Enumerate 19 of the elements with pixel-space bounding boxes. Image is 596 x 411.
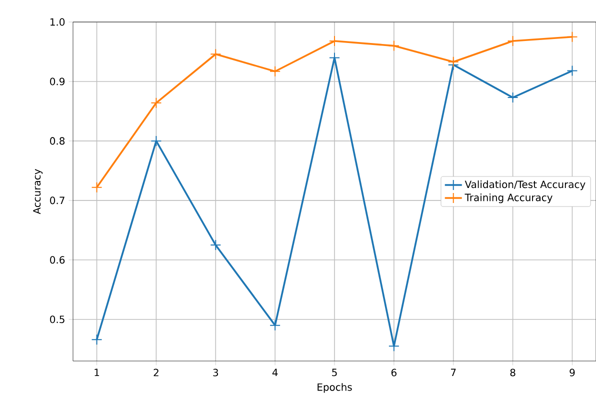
x-tick-label: 1 <box>94 368 100 376</box>
y-tick-label: 1.0 <box>50 18 65 26</box>
y-tick-label: 0.7 <box>50 196 64 204</box>
x-tick-label: 7 <box>451 368 456 376</box>
y-tick-label: 0.5 <box>50 316 64 324</box>
x-tick-label: 6 <box>391 368 396 376</box>
y-tick-label: 0.9 <box>50 78 65 86</box>
y-tick-label: 0.6 <box>50 256 65 264</box>
x-tick-label: 2 <box>154 368 158 376</box>
y-axis-title: Accuracy <box>33 169 43 214</box>
legend-label: Training Accuracy <box>464 193 552 204</box>
x-tick-label: 9 <box>570 368 575 376</box>
x-tick-label: 5 <box>332 368 337 376</box>
x-tick-label: 3 <box>213 368 218 376</box>
y-tick-label: 0.8 <box>50 137 65 145</box>
x-axis-title: Epochs <box>318 383 352 393</box>
x-tick-label: 4 <box>272 368 278 376</box>
legend-label: Validation/Test Accuracy <box>464 180 586 190</box>
x-tick-label: 8 <box>510 368 516 376</box>
